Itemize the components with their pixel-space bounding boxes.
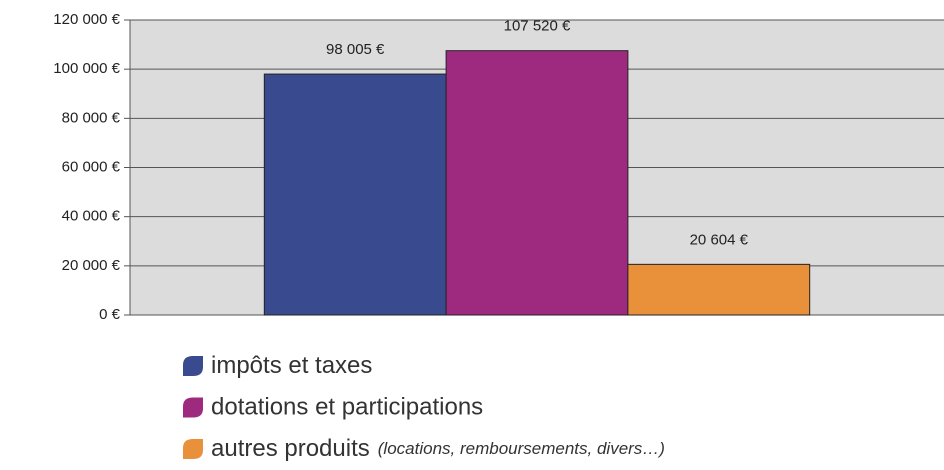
legend-swatch bbox=[183, 397, 203, 418]
value-label: 107 520 € bbox=[504, 18, 571, 35]
legend-note: (locations, remboursements, divers…) bbox=[378, 439, 665, 458]
legend-name: autres produits bbox=[211, 435, 370, 462]
y-tick-label: 100 000 € bbox=[53, 60, 120, 77]
legend-label: dotations et participations bbox=[211, 394, 483, 421]
bar bbox=[445, 50, 629, 316]
value-label: 98 005 € bbox=[326, 41, 385, 58]
legend-label: autres produits (locations, remboursement… bbox=[211, 435, 665, 462]
y-tick-label: 0 € bbox=[99, 306, 121, 323]
bar bbox=[627, 263, 811, 316]
value-label: 20 604 € bbox=[690, 231, 749, 248]
y-tick-label: 20 000 € bbox=[62, 257, 121, 274]
legend-name: impôts et taxes bbox=[211, 352, 372, 379]
y-tick-label: 80 000 € bbox=[62, 109, 121, 126]
legend-swatch bbox=[183, 356, 203, 376]
legend-swatch bbox=[183, 439, 203, 459]
legend-label: impôts et taxes bbox=[211, 352, 372, 379]
y-tick-label: 60 000 € bbox=[62, 158, 121, 175]
bar bbox=[263, 73, 447, 316]
y-tick-label: 40 000 € bbox=[62, 208, 121, 225]
y-tick-label: 120 000 € bbox=[53, 11, 120, 28]
legend-name: dotations et participations bbox=[211, 394, 483, 421]
